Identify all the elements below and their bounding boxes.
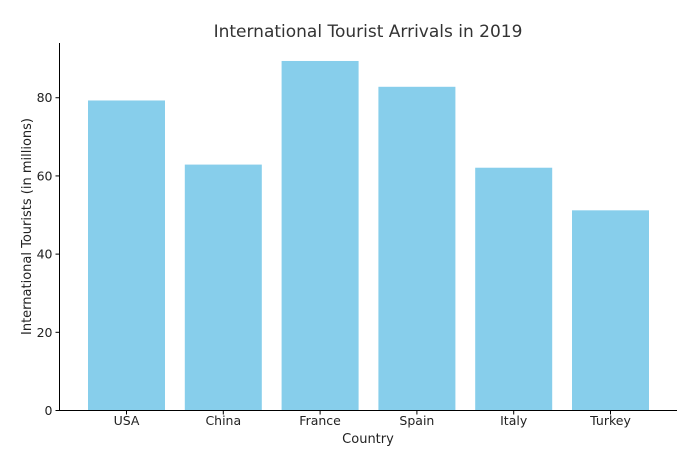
x-tick-label-usa: USA — [114, 413, 140, 428]
bar-italy — [475, 167, 553, 411]
bars-group — [88, 60, 649, 411]
x-tick-label-china: China — [205, 413, 241, 428]
y-tick-label-80: 80 — [37, 90, 53, 105]
bar-france — [281, 60, 359, 411]
x-ticks-group: USA China France Spain Italy Turkey — [114, 410, 631, 428]
bar-usa — [88, 100, 165, 411]
y-tick-label-20: 20 — [37, 325, 53, 340]
bar-turkey — [572, 210, 649, 411]
y-tick-label-60: 60 — [37, 168, 53, 183]
y-axis-label: International Tourists (in millions) — [20, 118, 35, 335]
y-tick-label-40: 40 — [37, 247, 53, 262]
x-tick-label-turkey: Turkey — [589, 413, 631, 428]
x-tick-label-italy: Italy — [500, 413, 528, 428]
bar-spain — [378, 86, 456, 411]
x-axis-label: Country — [342, 432, 394, 447]
x-tick-label-spain: Spain — [399, 413, 434, 428]
y-ticks-group: 0 20 40 60 80 — [37, 90, 60, 418]
x-tick-label-france: France — [299, 413, 341, 428]
chart-title: International Tourist Arrivals in 2019 — [214, 22, 523, 42]
bar-china — [184, 164, 262, 411]
y-tick-label-0: 0 — [45, 403, 53, 418]
